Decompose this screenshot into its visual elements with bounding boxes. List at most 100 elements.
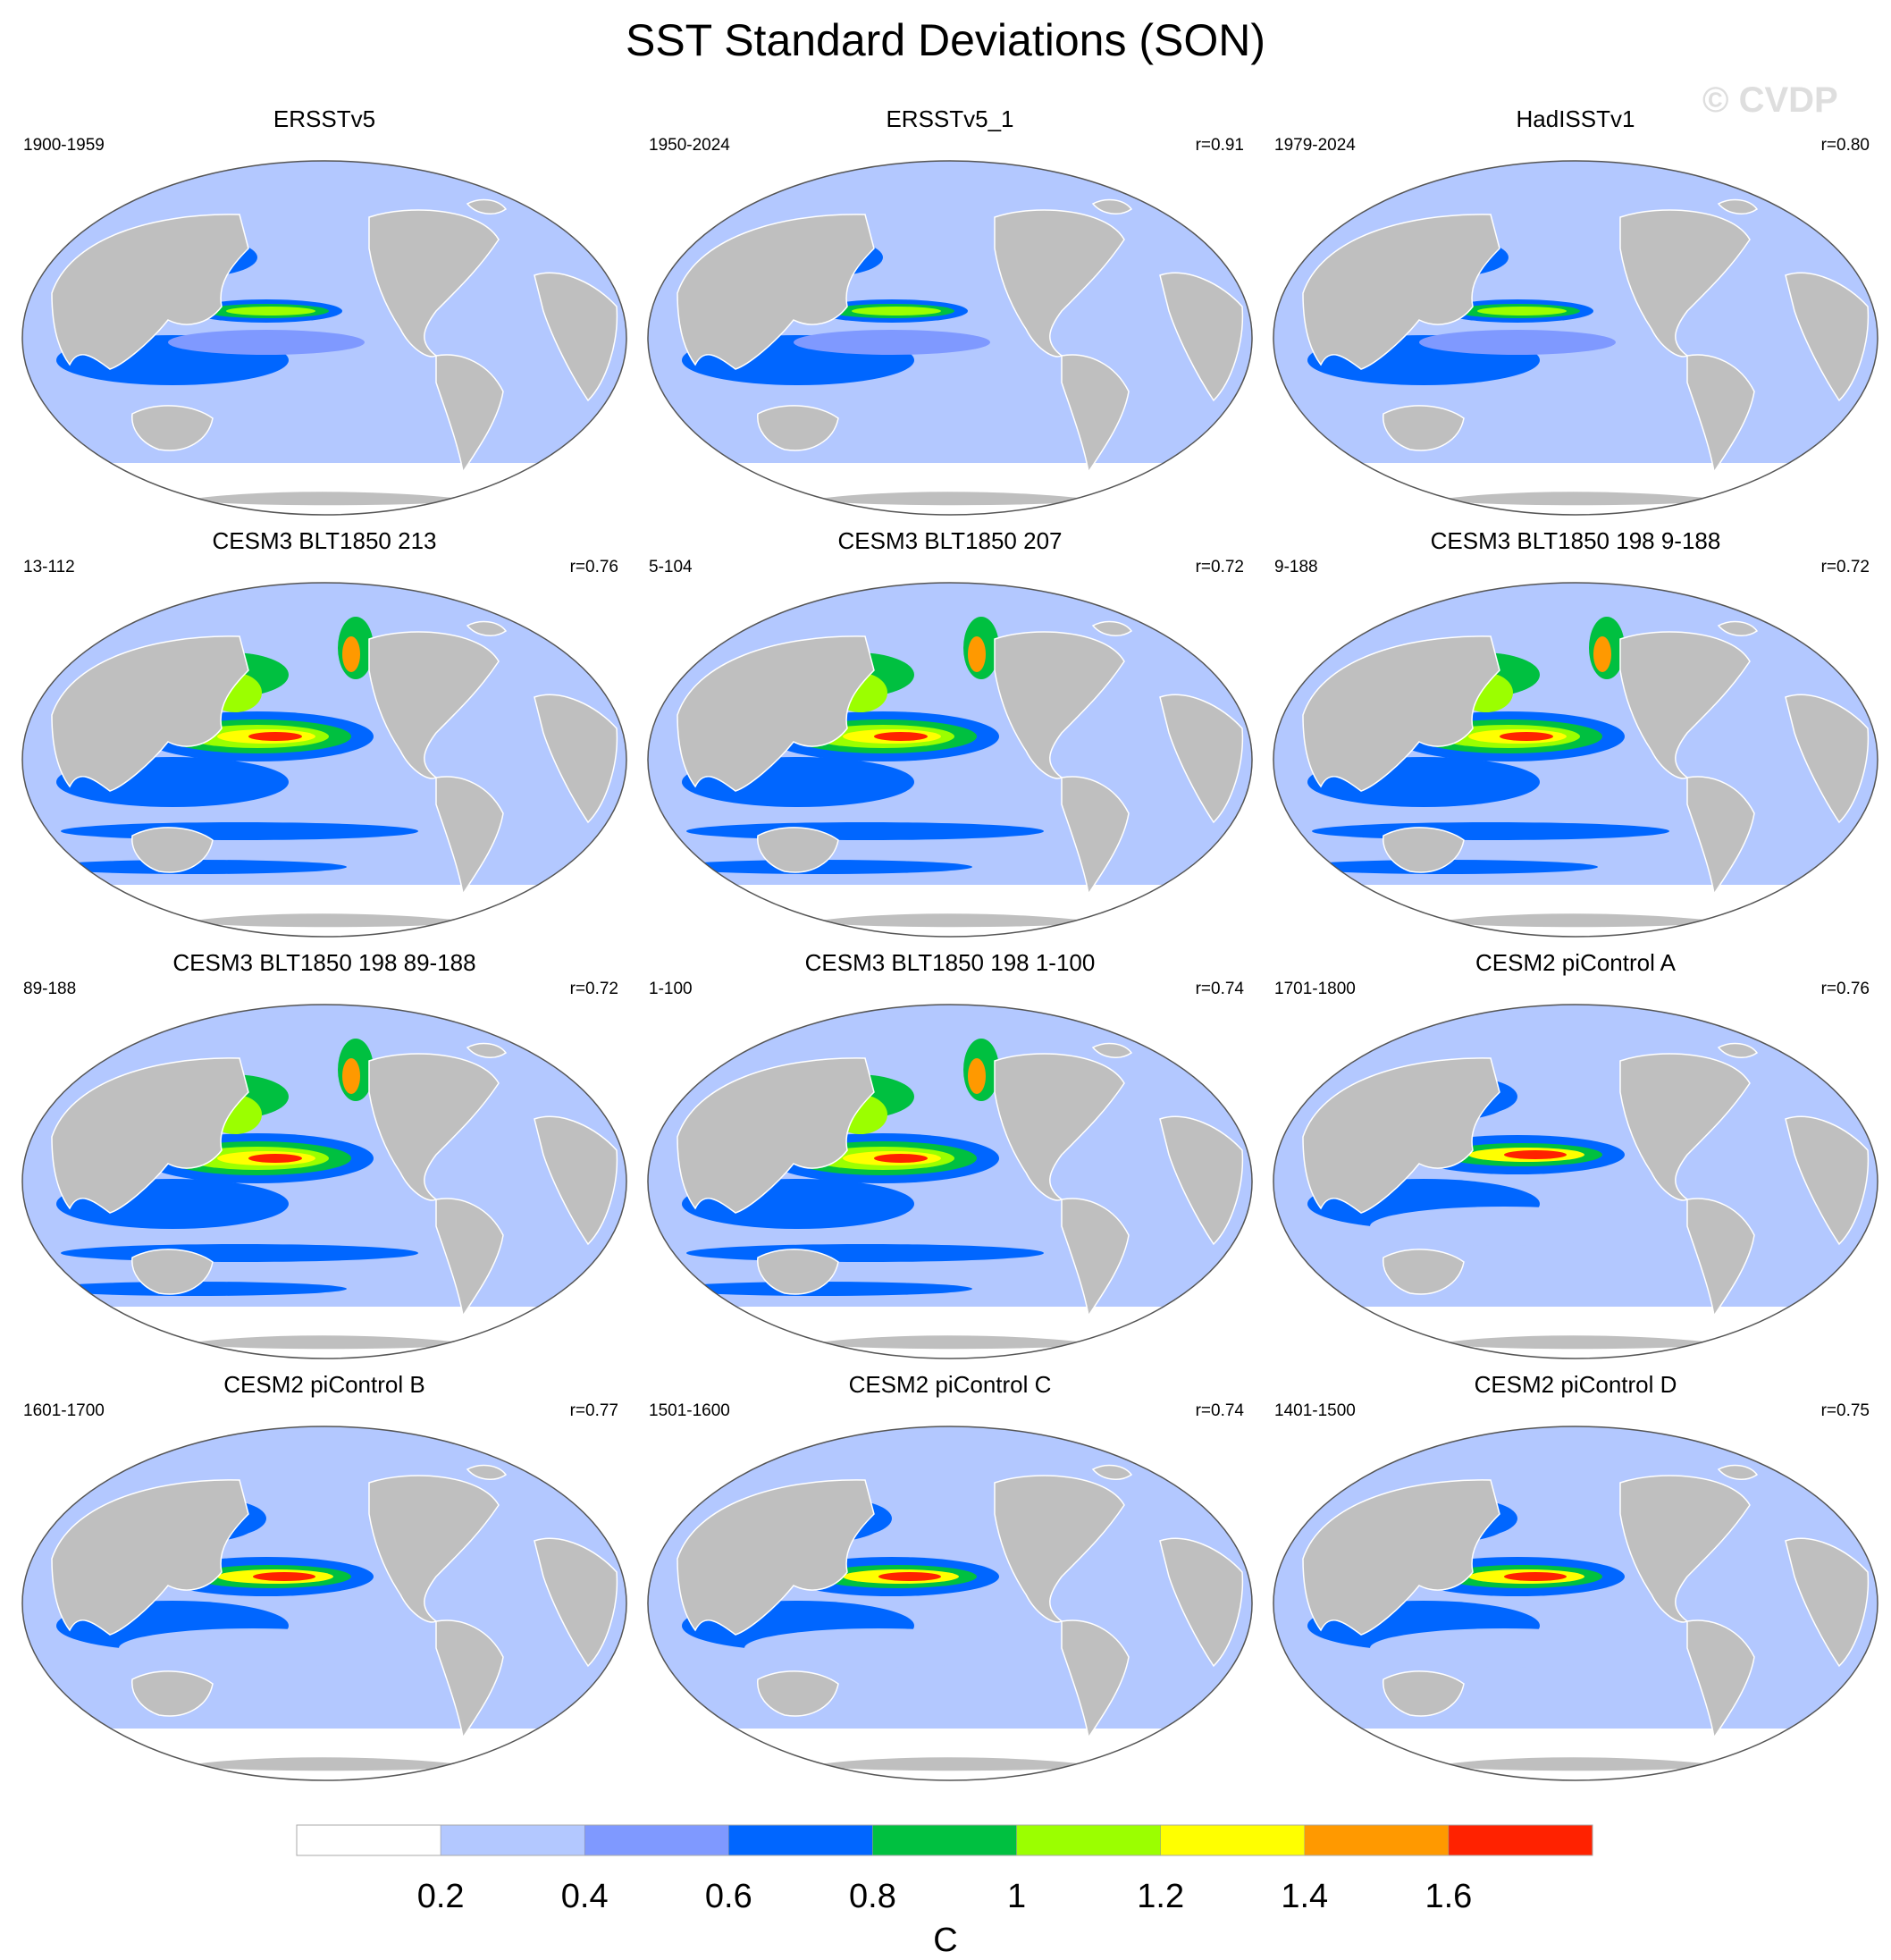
sst-std-contour [1419, 330, 1616, 355]
sst-std-contour [1593, 636, 1611, 672]
continent-landmass [466, 198, 508, 215]
map-panel: CESM3 BLT1850 198 9-188 9-188 r=0.72 [1267, 527, 1884, 947]
southern-ocean-band [648, 1307, 1252, 1359]
sst-std-contour [668, 860, 972, 874]
continent-landmass [435, 776, 504, 896]
panel-correlation: r=0.72 [569, 980, 618, 998]
colorbar-tick-label: 1.2 [1137, 1878, 1184, 1915]
colorbar-tick-label: 1.4 [1281, 1878, 1328, 1915]
continent-landmass [1785, 694, 1870, 824]
colorbar-tick-label: 0.8 [849, 1878, 896, 1915]
colorbar-tick-label: 1 [1007, 1878, 1026, 1915]
continent-landmass [677, 214, 875, 370]
sst-std-contour [878, 1572, 941, 1581]
continent-landmass [1302, 1057, 1500, 1214]
continent-landmass [994, 1475, 1125, 1623]
continent-landmass [466, 1464, 508, 1480]
sst-std-contour [968, 1058, 986, 1094]
colorbar-segment [1304, 1824, 1450, 1856]
colorbar-segment [1016, 1824, 1161, 1856]
southern-ocean-band [648, 885, 1252, 937]
southern-ocean-band [22, 1307, 626, 1359]
continent-landmass [534, 694, 618, 824]
continent-landmass [1686, 1198, 1755, 1317]
continent-landmass [1619, 209, 1751, 358]
continent-landmass [757, 827, 839, 873]
map-outline [647, 1004, 1253, 1359]
colorbar-segment [1160, 1824, 1306, 1856]
continent-landmass [1619, 631, 1751, 779]
panel-correlation: r=0.76 [1820, 980, 1870, 998]
continent-landmass [534, 1115, 618, 1246]
panel-correlation: r=0.72 [1820, 558, 1870, 576]
colorbar-unit-label: C [933, 1922, 958, 1959]
colorbar-segment [1448, 1824, 1593, 1856]
sst-std-contour [852, 307, 941, 315]
southern-ocean-band [22, 1729, 626, 1780]
panel-correlation: r=0.74 [1195, 980, 1244, 998]
continent-landmass [757, 405, 839, 451]
panel-period: 89-188 [23, 980, 77, 998]
continent-landmass [677, 1057, 875, 1214]
continent-landmass [368, 209, 500, 358]
sst-std-contour [1370, 1628, 1638, 1668]
colorbar-segment [872, 1824, 1017, 1856]
continent-landmass [51, 1479, 249, 1636]
continent-landmass [435, 1619, 504, 1739]
sst-std-contour [61, 822, 418, 840]
map-panel: ERSSTv5 1900-1959 [16, 105, 633, 526]
sst-std-contour [1312, 822, 1669, 840]
map-outline [647, 1426, 1253, 1781]
continent-landmass [1302, 214, 1500, 370]
continent-landmass [131, 827, 214, 873]
panel-period: 1701-1800 [1274, 980, 1356, 998]
colorbar-frame [296, 1824, 1593, 1856]
panel-title: CESM2 piControl B [223, 1371, 425, 1398]
robinson-map [21, 1426, 627, 1781]
cvdp-watermark: © CVDP [1702, 80, 1838, 120]
panel-title: CESM2 piControl D [1474, 1371, 1677, 1398]
panel-period: 1979-2024 [1274, 136, 1356, 155]
panel-period: 13-112 [23, 558, 75, 576]
panel-period: 1501-1600 [649, 1401, 730, 1420]
continent-landmass [1686, 1619, 1755, 1739]
sst-std-contour [43, 1282, 347, 1296]
continent-landmass [435, 354, 504, 474]
robinson-map [1273, 1426, 1878, 1781]
panel-title: CESM2 piControl A [1475, 949, 1676, 976]
map-outline [647, 160, 1253, 516]
map-panel: CESM2 piControl C 1501-1600 r=0.74 [642, 1371, 1258, 1791]
continent-landmass [1159, 272, 1244, 402]
map-outline [1273, 1426, 1878, 1781]
continent-landmass [1383, 405, 1465, 451]
map-outline [21, 160, 627, 516]
panel-correlation: r=0.72 [1195, 558, 1244, 576]
continent-landmass [368, 1475, 500, 1623]
continent-landmass [1159, 1115, 1244, 1246]
continent-landmass [1302, 1479, 1500, 1636]
panel-correlation: r=0.74 [1195, 1401, 1244, 1420]
sst-std-contour [1370, 1207, 1638, 1246]
southern-ocean-band [648, 463, 1252, 515]
map-outline [21, 1004, 627, 1359]
sst-std-contour [686, 1244, 1044, 1262]
continent-landmass [466, 1042, 508, 1058]
sst-std-contour [168, 330, 365, 355]
panel-correlation: r=0.76 [569, 558, 618, 576]
sst-std-contour [248, 1154, 302, 1163]
robinson-map [647, 160, 1253, 516]
panel-correlation: r=0.75 [1820, 1401, 1870, 1420]
map-panel: CESM3 BLT1850 198 1-100 1-100 r=0.74 [642, 949, 1258, 1369]
continent-landmass [1061, 1198, 1130, 1317]
panel-title: CESM3 BLT1850 207 [837, 527, 1063, 554]
continent-landmass [757, 1670, 839, 1717]
continent-landmass [368, 631, 500, 779]
continent-landmass [51, 1057, 249, 1214]
robinson-map [647, 582, 1253, 938]
continent-landmass [1383, 827, 1465, 873]
southern-ocean-band [1273, 885, 1878, 937]
continent-landmass [1302, 635, 1500, 792]
robinson-map [1273, 582, 1878, 938]
continent-landmass [435, 1198, 504, 1317]
continent-landmass [1717, 1464, 1759, 1480]
